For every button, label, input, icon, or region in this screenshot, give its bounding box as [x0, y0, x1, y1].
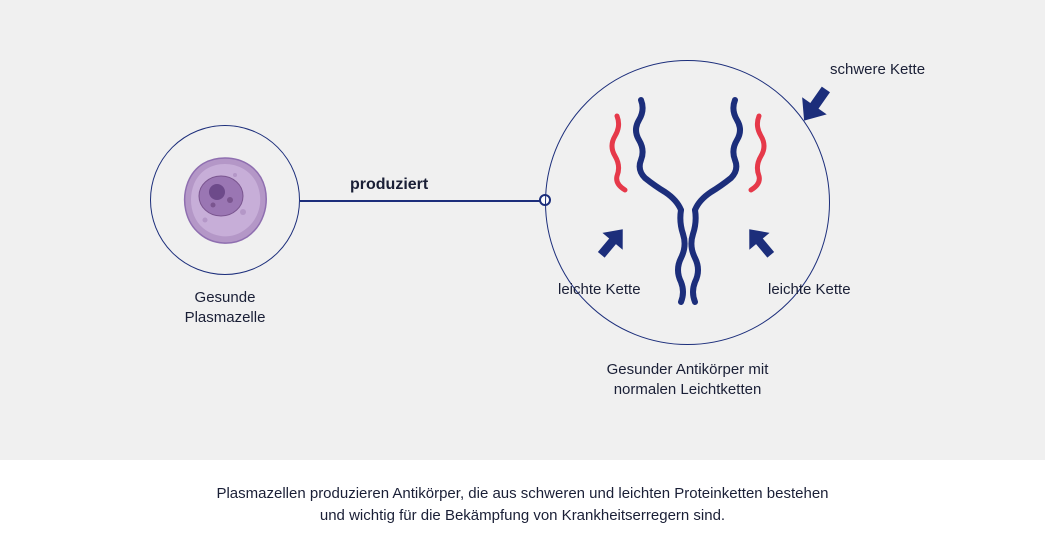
label-heavy-chain: schwere Kette: [830, 60, 925, 80]
label-produces: produziert: [350, 174, 428, 196]
label-plasma-cell: GesundePlasmazelle: [150, 288, 300, 329]
label-antibody: Gesunder Antikörper mitnormalen Leichtke…: [545, 360, 830, 401]
connector-line: [300, 200, 545, 202]
caption-text: Plasmazellen produzieren Antikörper, die…: [216, 483, 828, 527]
label-light-chain-left: leichte Kette: [558, 280, 641, 300]
label-light-chain-right: leichte Kette: [768, 280, 851, 300]
diagram-panel: produziert GesundePlasmazelle Gesunder A…: [0, 0, 1045, 460]
plasma-cell-icon: [175, 150, 275, 250]
caption-panel: Plasmazellen produzieren Antikörper, die…: [0, 460, 1045, 550]
arrow-heavy-chain-icon: [790, 80, 840, 130]
arrow-light-left-icon: [590, 220, 634, 264]
antibody-icon: [545, 60, 830, 345]
arrow-light-right-icon: [738, 220, 782, 264]
